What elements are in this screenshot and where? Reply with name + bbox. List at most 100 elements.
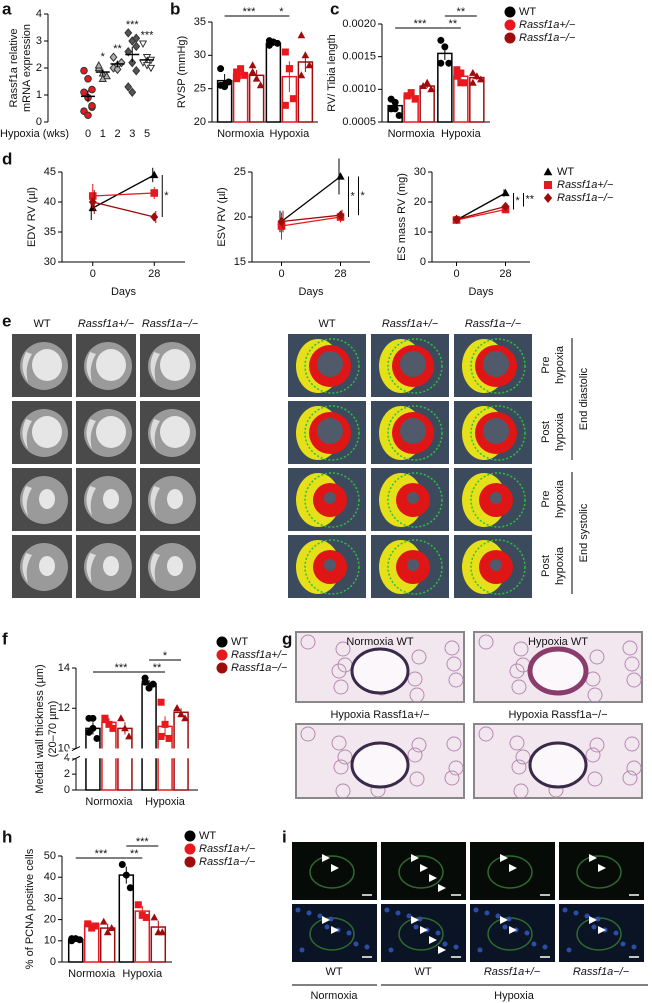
x-tick-label: 2: [114, 128, 120, 140]
line: [92, 192, 155, 197]
x-tick-label: 3: [129, 128, 135, 140]
point: [445, 59, 453, 67]
legend-label: Rassf1a+/−: [519, 19, 576, 31]
model-mesh: [387, 539, 443, 595]
point: [101, 714, 109, 722]
point: [233, 68, 241, 76]
mri-rv: [86, 553, 96, 583]
mri-cavity: [96, 349, 126, 381]
significance: ***: [126, 19, 140, 31]
point: [68, 935, 76, 943]
point: [437, 59, 445, 67]
model-mesh: [304, 472, 360, 528]
legend-label: WT: [231, 636, 248, 648]
legend-label: Rassf1a+/−: [199, 843, 256, 855]
alveolus: [624, 736, 640, 752]
nucleus: [299, 947, 305, 953]
point: [221, 81, 229, 89]
point: [233, 75, 241, 83]
arrowhead: [598, 926, 606, 934]
bar: [141, 683, 157, 791]
row-label: hypoxia: [554, 345, 566, 384]
nucleus: [566, 947, 572, 953]
point: [216, 649, 228, 661]
model-mesh: [470, 472, 526, 528]
point: [437, 36, 445, 44]
y-tick-label: 40: [44, 196, 56, 208]
row-label: Pre: [540, 356, 552, 373]
significance: *: [361, 190, 366, 202]
point: [217, 65, 225, 73]
y-tick-label: 40: [44, 871, 56, 883]
column-label: Rassf1a+/−: [78, 318, 135, 330]
point: [92, 922, 100, 930]
vessel: [527, 646, 589, 696]
point: [84, 920, 92, 928]
point: [121, 724, 129, 732]
point: [165, 734, 173, 742]
axis-break: [68, 748, 198, 759]
nucleus: [306, 910, 312, 916]
x-tick-label: 0: [278, 268, 284, 280]
point: [102, 71, 111, 80]
y-tick-label: 2: [36, 62, 42, 74]
alveolus: [446, 656, 462, 672]
alveolus: [513, 641, 529, 657]
point: [452, 214, 461, 225]
point: [94, 60, 103, 69]
y-tick-label: 1: [36, 89, 42, 101]
fluorescence-image: [292, 842, 377, 900]
panel-letter: d: [2, 149, 12, 168]
x-tick-label: 1: [100, 128, 106, 140]
model-cavity: [324, 559, 336, 571]
model-mesh: [387, 405, 443, 461]
y-tick-label: 10: [414, 226, 426, 238]
significance: ***: [115, 662, 129, 674]
point: [98, 74, 107, 82]
mri-cavity: [103, 489, 119, 509]
y-axis-label: (20–70 µm): [47, 701, 59, 757]
arrowhead: [331, 926, 339, 934]
model-cavity: [400, 351, 426, 377]
nucleus: [328, 916, 334, 922]
significance: *: [516, 195, 521, 207]
phase-label: End diastolic: [578, 367, 590, 430]
alveolus: [333, 679, 349, 695]
alveolus: [511, 679, 527, 695]
x-tick-label: Normoxia: [68, 968, 116, 980]
point: [88, 85, 96, 94]
row-label: Pre: [540, 490, 552, 507]
column-label: Rassf1a+/−: [484, 966, 541, 978]
y-tick-label: 25: [234, 166, 246, 178]
panel-letter: a: [2, 0, 12, 18]
point: [184, 843, 196, 855]
alveolus: [335, 783, 351, 799]
model-mesh: [470, 338, 526, 394]
arrowhead: [589, 854, 597, 862]
legend-label: WT: [199, 830, 216, 842]
point: [472, 72, 481, 80]
y-tick-label: 20: [414, 196, 426, 208]
point: [395, 111, 403, 119]
alveolus: [448, 672, 464, 688]
point: [391, 98, 399, 106]
point: [453, 72, 461, 80]
mri-cavity: [39, 556, 55, 576]
panel-letter: g: [282, 629, 292, 648]
alveolus: [626, 760, 642, 776]
y-tick-label: 10: [58, 742, 70, 754]
x-tick-label: Hypoxia: [441, 128, 482, 140]
arrowhead: [598, 864, 606, 872]
mri-rv: [86, 352, 96, 382]
point: [141, 678, 149, 686]
point: [336, 210, 345, 220]
mri-cavity: [96, 416, 126, 448]
y-tick-label: 35: [44, 226, 56, 238]
y-axis-label: mRNA expression: [21, 24, 33, 112]
alveolus: [622, 640, 638, 656]
alveolus: [300, 726, 316, 742]
image-label: Hypoxia WT: [528, 636, 588, 648]
point: [157, 732, 165, 740]
